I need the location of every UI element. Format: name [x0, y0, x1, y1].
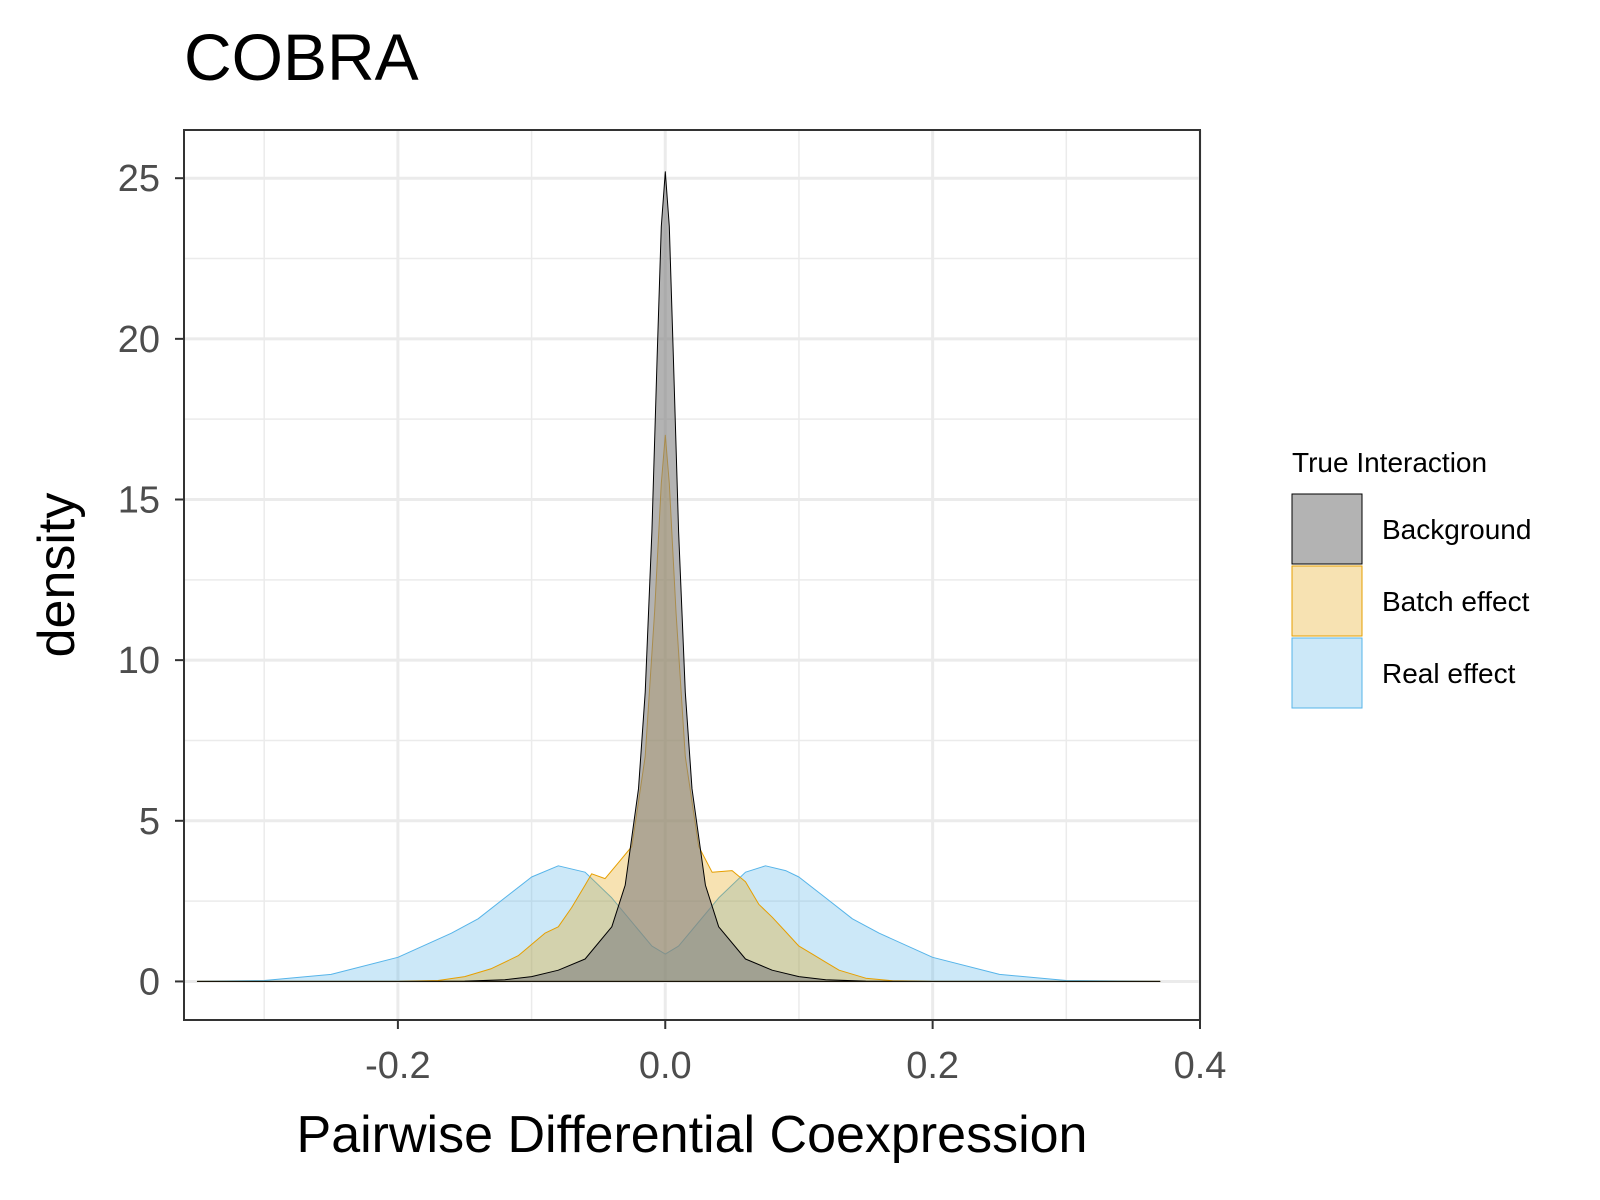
legend-key-background — [1291, 493, 1363, 565]
y-tick-label: 10 — [118, 640, 160, 682]
y-tick-label: 15 — [118, 479, 160, 521]
legend-label-background: Background — [1382, 514, 1531, 545]
plot-panel — [183, 129, 1202, 1021]
density-areas — [196, 171, 1161, 982]
x-axis: -0.2 0.0 0.2 0.4 — [365, 1020, 1226, 1087]
legend-label-real-effect: Real effect — [1382, 658, 1516, 689]
x-tick-label: -0.2 — [365, 1045, 430, 1087]
y-axis-title: density — [28, 493, 86, 658]
legend-label-batch-effect: Batch effect — [1382, 586, 1530, 617]
legend: True Interaction Background Batch effect R… — [1291, 447, 1531, 709]
y-tick-label: 25 — [118, 158, 160, 200]
legend-key-real-effect — [1291, 637, 1363, 709]
panel-border — [183, 129, 1201, 1021]
density-area-background — [196, 171, 1161, 982]
y-tick-label: 0 — [139, 961, 160, 1003]
y-tick-label: 5 — [139, 801, 160, 843]
x-tick-label: 0.0 — [639, 1045, 692, 1087]
chart-title: COBRA — [184, 20, 419, 94]
legend-title: True Interaction — [1292, 447, 1487, 478]
legend-key-bg — [1292, 638, 1362, 708]
legend-keys: Background Batch effect Real effect — [1291, 493, 1531, 709]
x-tick-label: 0.2 — [906, 1045, 959, 1087]
y-tick-label: 20 — [118, 319, 160, 361]
x-tick-label: 0.4 — [1174, 1045, 1227, 1087]
legend-key-batch-effect — [1291, 565, 1363, 637]
x-axis-title: Pairwise Differential Coexpression — [297, 1106, 1088, 1164]
y-axis: 0 5 10 15 20 25 — [118, 158, 184, 1003]
legend-key-bg — [1292, 566, 1362, 636]
